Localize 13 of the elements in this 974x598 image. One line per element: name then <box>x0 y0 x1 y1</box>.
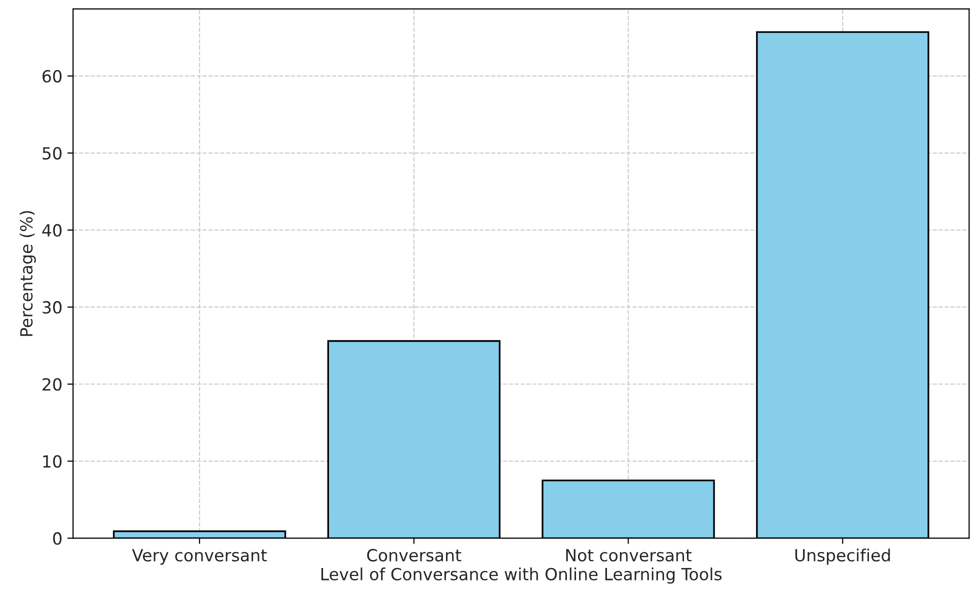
x-tick-label: Not conversant <box>566 549 692 562</box>
y-axis-title: Percentage (%) <box>20 211 36 336</box>
x-tick-label: Conversant <box>367 548 462 562</box>
y-tick-label: 30 <box>42 301 62 314</box>
y-tick-label: 40 <box>42 224 62 237</box>
y-tick-label: 50 <box>42 146 62 160</box>
x-tick-label: Very conversant <box>132 549 267 565</box>
x-tick-label: Unspecified <box>795 548 890 565</box>
y-tick-label: 60 <box>42 70 62 83</box>
y-tick-label: 0 <box>53 532 62 545</box>
x-axis-title: Level of Conversance with Online Learning Tools <box>321 568 722 584</box>
y-tick-label: 10 <box>43 455 62 468</box>
y-tick-label: 20 <box>42 378 62 391</box>
